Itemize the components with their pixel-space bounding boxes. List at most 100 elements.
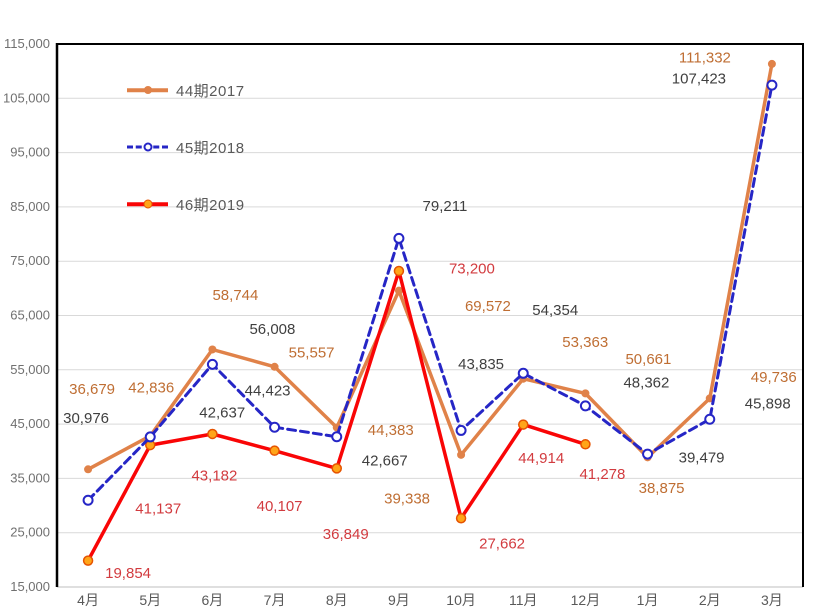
data-label-44-2017: 55,557: [289, 344, 335, 361]
data-label-45-2018: 54,354: [532, 302, 578, 319]
data-point-marker-44-2017: [270, 362, 279, 371]
data-label-45-2018: 39,479: [679, 450, 725, 467]
data-label-45-2018: 43,835: [458, 356, 504, 373]
data-label-46-2019: 41,278: [579, 466, 625, 483]
data-point-marker-45-2018: [331, 431, 343, 443]
data-label-45-2018: 42,637: [199, 404, 245, 421]
data-label-45-2018: 48,362: [623, 374, 669, 391]
x-axis-label: 3月: [761, 592, 783, 608]
x-axis-label: 1月: [637, 592, 659, 608]
x-axis-label: 5月: [139, 592, 161, 608]
data-label-44-2017: 111,332: [679, 49, 731, 66]
data-point-marker-44-2017: [705, 394, 714, 403]
data-label-44-2017: 44,383: [368, 422, 414, 439]
legend-item-44-2017: 44期2017: [127, 74, 245, 106]
legend-marker-icon: [143, 199, 152, 209]
y-tick-label: 85,000: [10, 199, 50, 214]
chart-legend: 44期2017 45期2018 46期2019: [127, 74, 245, 245]
series-line-45-2018: [86, 83, 774, 502]
data-point-marker-44-2017: [394, 286, 403, 295]
x-axis-label: 12月: [571, 592, 601, 608]
y-tick-label: 25,000: [10, 525, 50, 540]
data-point-marker-44-2017: [767, 59, 776, 68]
data-point-marker-46-2019: [455, 512, 467, 524]
data-point-marker-44-2017: [581, 389, 590, 398]
data-label-46-2019: 40,107: [257, 498, 303, 515]
data-label-44-2017: 53,363: [562, 334, 608, 351]
y-tick-label: 35,000: [10, 470, 50, 485]
data-label-45-2018: 30,976: [63, 410, 109, 427]
legend-line-sample-2017: [127, 83, 168, 97]
x-axis-label: 8月: [326, 592, 348, 608]
y-tick-label: 45,000: [10, 416, 50, 431]
data-label-46-2019: 43,182: [191, 467, 237, 484]
legend-marker-icon: [143, 86, 152, 94]
x-axis-label: 4月: [77, 592, 99, 608]
x-axis-label: 6月: [202, 592, 224, 608]
legend-label: 46期2019: [176, 196, 245, 214]
data-label-44-2017: 42,836: [128, 379, 174, 396]
data-label-44-2017: 69,572: [465, 298, 511, 315]
legend-line-sample-2019: [127, 197, 168, 211]
data-label-44-2017: 38,875: [639, 480, 685, 497]
data-label-44-2017: 58,744: [212, 287, 258, 304]
y-tick-label: 15,000: [10, 579, 50, 594]
data-label-45-2018: 79,211: [423, 198, 468, 215]
data-point-marker-45-2018: [704, 413, 716, 425]
data-label-46-2019: 73,200: [449, 260, 495, 277]
data-point-marker-44-2017: [84, 465, 93, 474]
data-label-44-2017: 36,679: [69, 381, 115, 398]
data-label-46-2019: 27,662: [479, 536, 525, 553]
data-point-marker-44-2017: [208, 345, 217, 354]
legend-marker-icon: [143, 142, 152, 152]
x-axis-label: 9月: [388, 592, 410, 608]
data-point-marker-46-2019: [82, 555, 94, 566]
data-label-44-2017: 50,661: [625, 351, 671, 368]
y-tick-label: 115,000: [4, 36, 50, 51]
data-label-45-2018: 42,667: [362, 452, 408, 469]
data-label-44-2017: 39,338: [384, 490, 430, 507]
data-label-46-2019: 36,849: [323, 526, 369, 543]
data-point-marker-45-2018: [269, 421, 281, 433]
data-point-marker-45-2018: [642, 448, 654, 460]
y-tick-label: 95,000: [10, 145, 50, 160]
data-point-marker-46-2019: [518, 419, 529, 430]
data-point-marker-45-2018: [144, 431, 156, 443]
data-point-marker-45-2018: [455, 424, 467, 436]
data-point-marker-45-2018: [82, 494, 94, 506]
legend-item-45-2018: 45期2018: [127, 131, 245, 163]
data-label-44-2017: 49,736: [751, 369, 797, 386]
y-tick-label: 105,000: [3, 90, 50, 105]
data-point-marker-45-2018: [766, 79, 778, 91]
data-point-marker-44-2017: [457, 450, 466, 459]
legend-label: 44期2017: [176, 82, 245, 100]
data-label-45-2018: 44,423: [245, 383, 291, 400]
y-tick-label: 65,000: [10, 308, 50, 323]
data-label-46-2019: 41,137: [135, 501, 181, 518]
data-label-45-2018: 45,898: [745, 396, 791, 413]
data-point-marker-45-2018: [206, 358, 218, 370]
y-tick-label: 75,000: [10, 253, 50, 268]
data-label-45-2018: 56,008: [249, 321, 295, 338]
data-point-marker-46-2019: [207, 428, 218, 440]
legend-line-sample-2018: [127, 140, 168, 154]
legend-item-46-2019: 46期2019: [127, 188, 245, 220]
data-point-marker-46-2019: [331, 463, 342, 474]
x-axis-label: 10月: [446, 592, 476, 608]
legend-label: 45期2018: [176, 139, 245, 157]
data-point-marker-46-2019: [393, 265, 405, 277]
data-point-marker-45-2018: [517, 367, 529, 379]
data-point-marker-46-2019: [269, 445, 280, 456]
x-axis-label: 11月: [509, 592, 538, 608]
y-tick-label: 55,000: [10, 362, 50, 377]
data-label-45-2018: 107,423: [672, 71, 726, 88]
data-label-46-2019: 44,914: [518, 450, 564, 467]
data-point-marker-45-2018: [393, 232, 405, 244]
x-axis-label: 2月: [699, 592, 721, 608]
x-axis-label: 7月: [264, 592, 286, 608]
data-label-46-2019: 19,854: [105, 565, 151, 582]
data-point-marker-46-2019: [580, 439, 591, 450]
data-point-marker-45-2018: [579, 400, 591, 412]
